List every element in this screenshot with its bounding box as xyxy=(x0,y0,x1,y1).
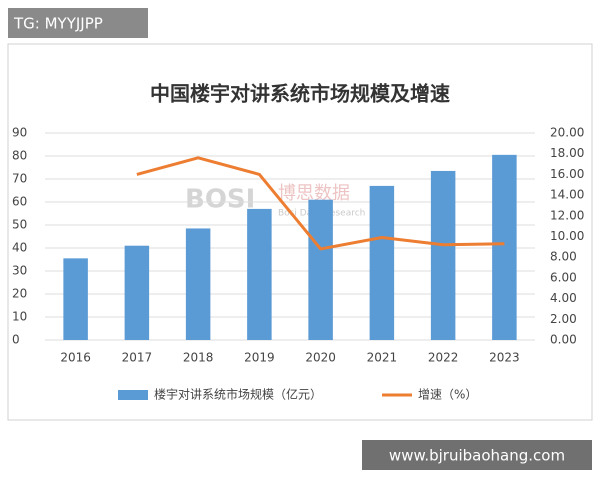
chart-title: 中国楼宇对讲系统市场规模及增速 xyxy=(150,82,450,106)
bar xyxy=(63,258,88,340)
y-tick-label: 10 xyxy=(12,310,27,324)
y-tick-label: 50 xyxy=(12,218,27,232)
y2-tick-label: 14.00 xyxy=(550,188,584,202)
y2-tick-label: 4.00 xyxy=(550,291,577,305)
y-tick-label: 20 xyxy=(12,287,27,301)
y-tick-label: 0 xyxy=(12,333,20,347)
line xyxy=(136,156,505,251)
brand-logo: BOSI xyxy=(185,185,255,215)
bar xyxy=(430,170,456,340)
x-tick-label: 2019 xyxy=(244,351,275,365)
bar xyxy=(247,208,272,340)
x-tick-label: 2023 xyxy=(489,351,520,365)
bar xyxy=(185,228,211,340)
brand-name: 博思数据 xyxy=(278,183,350,204)
y2-tick-label: 10.00 xyxy=(550,229,584,243)
site-box xyxy=(362,440,592,470)
y-tick-label: 90 xyxy=(12,126,27,140)
x-tick-label: 2016 xyxy=(60,351,91,365)
y-tick-label: 80 xyxy=(12,149,27,163)
legend-label: 增速（%） xyxy=(418,388,477,402)
y-tick-label: 40 xyxy=(12,241,27,255)
y2-tick-label: 20.00 xyxy=(550,126,584,140)
y2-tick-label: 18.00 xyxy=(550,146,584,160)
bar xyxy=(492,154,517,340)
x-tick-label: 2018 xyxy=(183,351,214,365)
tag-box xyxy=(8,8,148,38)
y2-tick-label: 12.00 xyxy=(550,208,584,222)
x-tick-label: 2020 xyxy=(305,351,336,365)
y2-tick-label: 2.00 xyxy=(550,312,577,326)
bar xyxy=(308,199,333,340)
bar xyxy=(369,185,395,340)
y-tick-label: 30 xyxy=(12,264,27,278)
x-tick-label: 2021 xyxy=(367,351,398,365)
legend-swatch xyxy=(118,390,148,400)
y-tick-label: 70 xyxy=(12,172,27,186)
y2-tick-label: 0.00 xyxy=(550,333,577,347)
tag-text: TG: MYYJJPP xyxy=(13,15,103,33)
y2-tick-label: 8.00 xyxy=(550,250,577,264)
x-tick-label: 2017 xyxy=(122,351,153,365)
legend-label: 楼宇对讲系统市场规模（亿元） xyxy=(154,387,322,402)
y2-tick-label: 16.00 xyxy=(550,167,584,181)
x-tick-label: 2022 xyxy=(428,351,459,365)
y-tick-label: 60 xyxy=(12,195,27,209)
site-text: www.bjruibaohang.com xyxy=(389,447,565,465)
y2-tick-label: 6.00 xyxy=(550,270,577,284)
bar xyxy=(124,245,150,340)
